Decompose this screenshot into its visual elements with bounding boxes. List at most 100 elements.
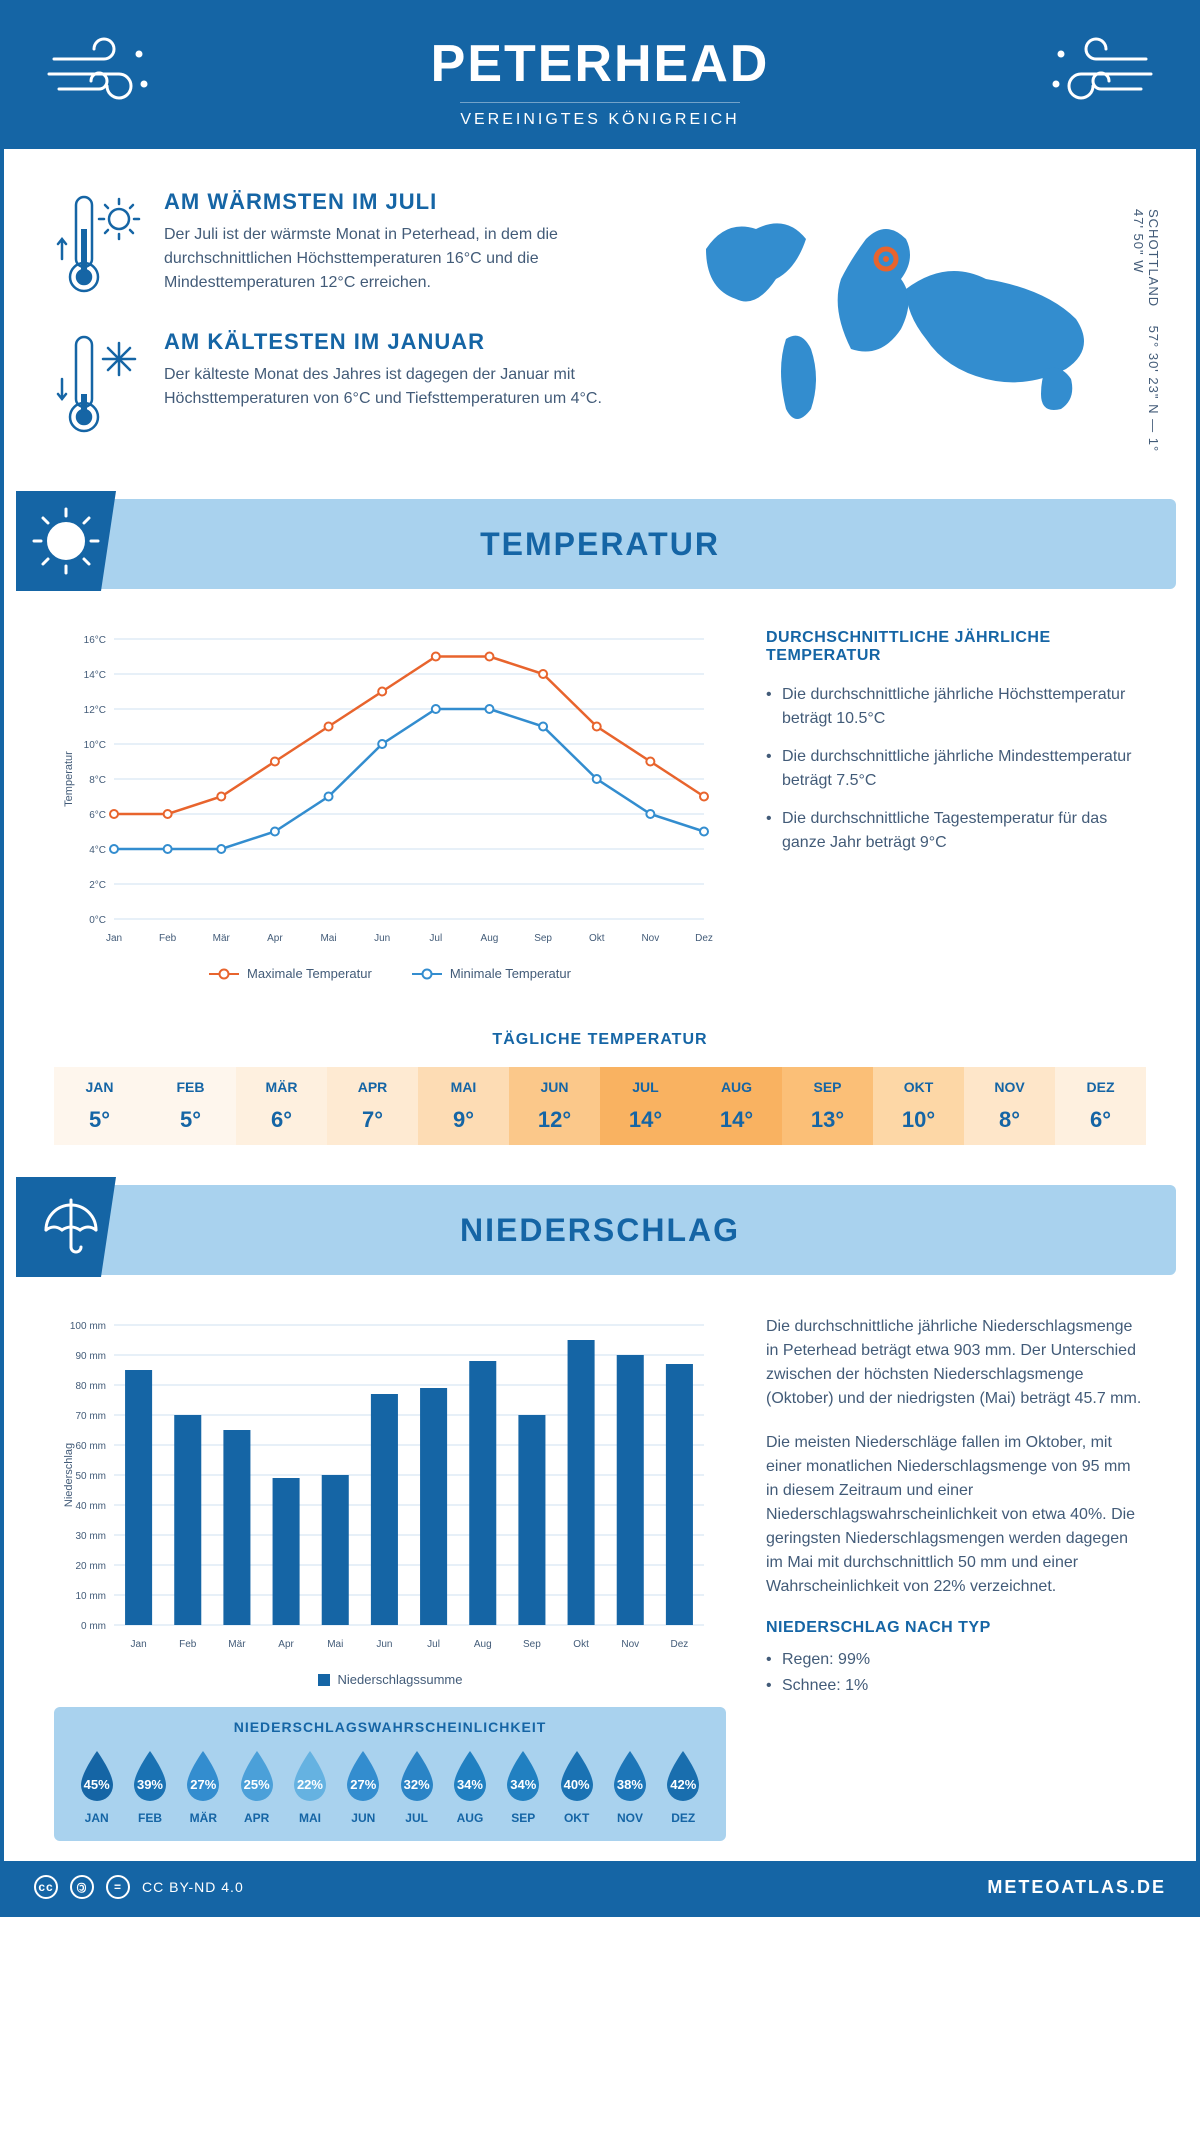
daily-cell: AUG14°: [691, 1067, 782, 1145]
daily-month: MÄR: [236, 1079, 327, 1095]
daily-value: 10°: [873, 1107, 964, 1133]
probability-cell: 22%MAI: [283, 1749, 336, 1825]
probability-month: DEZ: [657, 1811, 710, 1825]
probability-month: APR: [230, 1811, 283, 1825]
probability-cell: 27%MÄR: [177, 1749, 230, 1825]
svg-text:90 mm: 90 mm: [75, 1351, 106, 1362]
probability-cell: 40%OKT: [550, 1749, 603, 1825]
probability-month: MÄR: [177, 1811, 230, 1825]
temp-note-item: Die durchschnittliche Tagestemperatur fü…: [766, 807, 1146, 855]
thermometer-cold-icon: [54, 329, 144, 439]
drop-icon: 22%: [288, 1749, 332, 1805]
temp-note-item: Die durchschnittliche jährliche Höchstte…: [766, 683, 1146, 731]
coldest-desc: Der kälteste Monat des Jahres ist dagege…: [164, 363, 626, 411]
footer: cc 🄯 = CC BY-ND 4.0 METEOATLAS.DE: [4, 1861, 1196, 1913]
probability-month: NOV: [603, 1811, 656, 1825]
precip-title: NIEDERSCHLAG: [460, 1212, 740, 1249]
daily-value: 13°: [782, 1107, 873, 1133]
probability-month: SEP: [497, 1811, 550, 1825]
daily-cell: JAN5°: [54, 1067, 145, 1145]
daily-cell: DEZ6°: [1055, 1067, 1146, 1145]
svg-text:50 mm: 50 mm: [75, 1471, 106, 1482]
drop-icon: 32%: [395, 1749, 439, 1805]
probability-month: OKT: [550, 1811, 603, 1825]
coldest-block: AM KÄLTESTEN IM JANUAR Der kälteste Mona…: [54, 329, 626, 439]
probability-month: JUL: [390, 1811, 443, 1825]
daily-temp-strip: JAN5°FEB5°MÄR6°APR7°MAI9°JUN12°JUL14°AUG…: [54, 1067, 1146, 1145]
legend-max: Maximale Temperatur: [209, 966, 372, 981]
svg-text:Nov: Nov: [641, 933, 659, 944]
svg-text:Mär: Mär: [213, 933, 231, 944]
probability-month: AUG: [443, 1811, 496, 1825]
region-label: SCHOTTLAND: [1146, 209, 1161, 307]
temperature-chart: 0°C2°C4°C6°C8°C10°C12°C14°C16°CJanFebMär…: [54, 629, 726, 981]
svg-text:Jan: Jan: [131, 1639, 147, 1650]
svg-text:70 mm: 70 mm: [75, 1411, 106, 1422]
precip-rain: Regen: 99%: [766, 1647, 1146, 1673]
svg-text:Aug: Aug: [474, 1639, 492, 1650]
drop-icon: 27%: [341, 1749, 385, 1805]
temp-note-item: Die durchschnittliche jährliche Mindestt…: [766, 745, 1146, 793]
svg-text:Feb: Feb: [179, 1639, 197, 1650]
daily-value: 8°: [964, 1107, 1055, 1133]
svg-text:0°C: 0°C: [89, 915, 106, 926]
probability-box: NIEDERSCHLAGSWAHRSCHEINLICHKEIT 45%JAN39…: [54, 1707, 726, 1841]
svg-text:Mai: Mai: [320, 933, 336, 944]
daily-cell: SEP 13°: [782, 1067, 873, 1145]
temperature-notes: DURCHSCHNITTLICHE JÄHRLICHE TEMPERATUR D…: [766, 629, 1146, 981]
precip-section-bar: NIEDERSCHLAG: [24, 1185, 1176, 1275]
site-name: METEOATLAS.DE: [987, 1877, 1166, 1898]
precip-text-block: Die durchschnittliche jährliche Niedersc…: [766, 1315, 1146, 1841]
svg-text:0 mm: 0 mm: [81, 1621, 106, 1632]
daily-month: JUL: [600, 1079, 691, 1095]
svg-text:30 mm: 30 mm: [75, 1531, 106, 1542]
drop-icon: 38%: [608, 1749, 652, 1805]
daily-value: 9°: [418, 1107, 509, 1133]
coordinates: SCHOTTLAND 57° 30' 23" N — 1° 47' 50" W: [1131, 209, 1161, 469]
probability-cell: 34%AUG: [443, 1749, 496, 1825]
svg-text:Okt: Okt: [573, 1639, 589, 1650]
probability-cell: 25%APR: [230, 1749, 283, 1825]
svg-text:14°C: 14°C: [84, 670, 106, 681]
daily-month: AUG: [691, 1079, 782, 1095]
precip-para-2: Die meisten Niederschläge fallen im Okto…: [766, 1431, 1146, 1599]
warmest-block: AM WÄRMSTEN IM JULI Der Juli ist der wär…: [54, 189, 626, 299]
lat-label: 57° 30' 23" N: [1146, 326, 1161, 415]
precip-para-1: Die durchschnittliche jährliche Niedersc…: [766, 1315, 1146, 1411]
svg-text:Niederschlag: Niederschlag: [63, 1443, 75, 1507]
warmest-desc: Der Juli ist der wärmste Monat in Peterh…: [164, 223, 626, 295]
svg-text:Sep: Sep: [523, 1639, 541, 1650]
umbrella-icon: [16, 1177, 116, 1277]
daily-cell: MAI9°: [418, 1067, 509, 1145]
daily-value: 5°: [145, 1107, 236, 1133]
precipitation-chart: 0 mm10 mm20 mm30 mm40 mm50 mm60 mm70 mm8…: [54, 1315, 726, 1687]
daily-value: 12°: [509, 1107, 600, 1133]
daily-month: NOV: [964, 1079, 1055, 1095]
probability-cell: 32% JUL: [390, 1749, 443, 1825]
svg-text:6°C: 6°C: [89, 810, 106, 821]
daily-value: 6°: [236, 1107, 327, 1133]
daily-value: 14°: [600, 1107, 691, 1133]
daily-month: OKT: [873, 1079, 964, 1095]
temperature-title: TEMPERATUR: [480, 526, 720, 563]
svg-text:Mär: Mär: [228, 1639, 246, 1650]
daily-cell: NOV 8°: [964, 1067, 1055, 1145]
svg-text:100 mm: 100 mm: [70, 1321, 106, 1332]
svg-text:Jun: Jun: [374, 933, 390, 944]
svg-text:60 mm: 60 mm: [75, 1441, 106, 1452]
svg-text:20 mm: 20 mm: [75, 1561, 106, 1572]
world-map: SCHOTTLAND 57° 30' 23" N — 1° 47' 50" W: [666, 189, 1146, 469]
svg-text:16°C: 16°C: [84, 635, 106, 646]
sun-icon: [16, 491, 116, 591]
daily-value: 6°: [1055, 1107, 1146, 1133]
daily-month: SEP: [782, 1079, 873, 1095]
daily-cell: MÄR 6°: [236, 1067, 327, 1145]
header: PETERHEAD VEREINIGTES KÖNIGREICH: [4, 4, 1196, 149]
thermometer-hot-icon: [54, 189, 144, 299]
svg-text:2°C: 2°C: [89, 880, 106, 891]
daily-cell: OKT 10°: [873, 1067, 964, 1145]
probability-cell: 27%JUN: [337, 1749, 390, 1825]
svg-text:Apr: Apr: [278, 1639, 294, 1650]
daily-month: JUN: [509, 1079, 600, 1095]
cc-icon: cc: [34, 1875, 58, 1899]
